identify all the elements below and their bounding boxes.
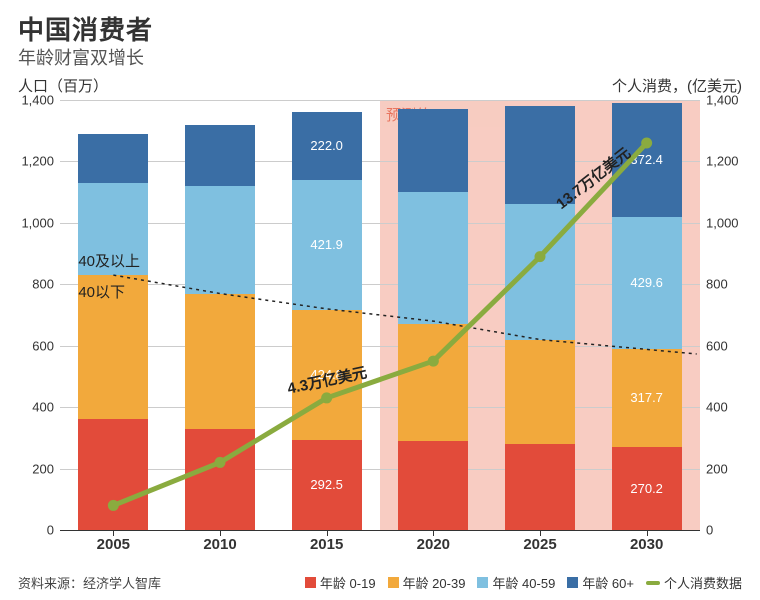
y-tick-right: 1,200 xyxy=(706,154,739,169)
line-marker xyxy=(535,251,546,262)
line-marker xyxy=(321,392,332,403)
x-tick: 2010 xyxy=(203,536,236,553)
line-marker xyxy=(428,356,439,367)
divider-above-label: 40及以上 xyxy=(78,250,140,271)
legend-item: 年龄 40-59 xyxy=(477,573,555,592)
legend-item: 年龄 60+ xyxy=(567,573,634,592)
x-tick: 2025 xyxy=(523,536,556,553)
x-tick: 2015 xyxy=(310,536,343,553)
y-tick-left: 600 xyxy=(32,338,54,353)
x-tick: 2030 xyxy=(630,536,663,553)
divider-below-label: 40以下 xyxy=(78,281,125,302)
plot-area: 预测值002002004004006006008008001,0001,0001… xyxy=(60,100,700,530)
y-tick-left: 1,400 xyxy=(21,93,54,108)
y-tick-left: 400 xyxy=(32,400,54,415)
y-tick-left: 1,200 xyxy=(21,154,54,169)
y-tick-right: 200 xyxy=(706,461,728,476)
legend-item: 年龄 0-19 xyxy=(305,573,376,592)
y-tick-right: 400 xyxy=(706,400,728,415)
y-tick-left: 200 xyxy=(32,461,54,476)
y-tick-right: 800 xyxy=(706,277,728,292)
legend: 年龄 0-19 年龄 20-39 年龄 40-59 年龄 60+ 个人消费数据 xyxy=(305,573,742,592)
chart-title: 中国消费者 xyxy=(18,10,153,47)
chart-subtitle: 年龄财富双增长 xyxy=(18,44,144,70)
gridline xyxy=(60,530,700,531)
legend-item: 年龄 20-39 xyxy=(388,573,466,592)
line-marker xyxy=(108,500,119,511)
y-tick-right: 1,400 xyxy=(706,93,739,108)
y-tick-right: 1,000 xyxy=(706,215,739,230)
y-tick-left: 800 xyxy=(32,277,54,292)
age-40-divider xyxy=(113,275,696,354)
y-tick-left: 1,000 xyxy=(21,215,54,230)
x-tick: 2020 xyxy=(417,536,450,553)
line-marker xyxy=(641,138,652,149)
legend-item: 个人消费数据 xyxy=(646,573,742,592)
y-tick-right: 0 xyxy=(706,523,713,538)
source-label: 资料来源：经济学人智库 xyxy=(18,573,161,592)
y-tick-left: 0 xyxy=(47,523,54,538)
line-marker xyxy=(215,457,226,468)
y-tick-right: 600 xyxy=(706,338,728,353)
x-tick: 2005 xyxy=(97,536,130,553)
